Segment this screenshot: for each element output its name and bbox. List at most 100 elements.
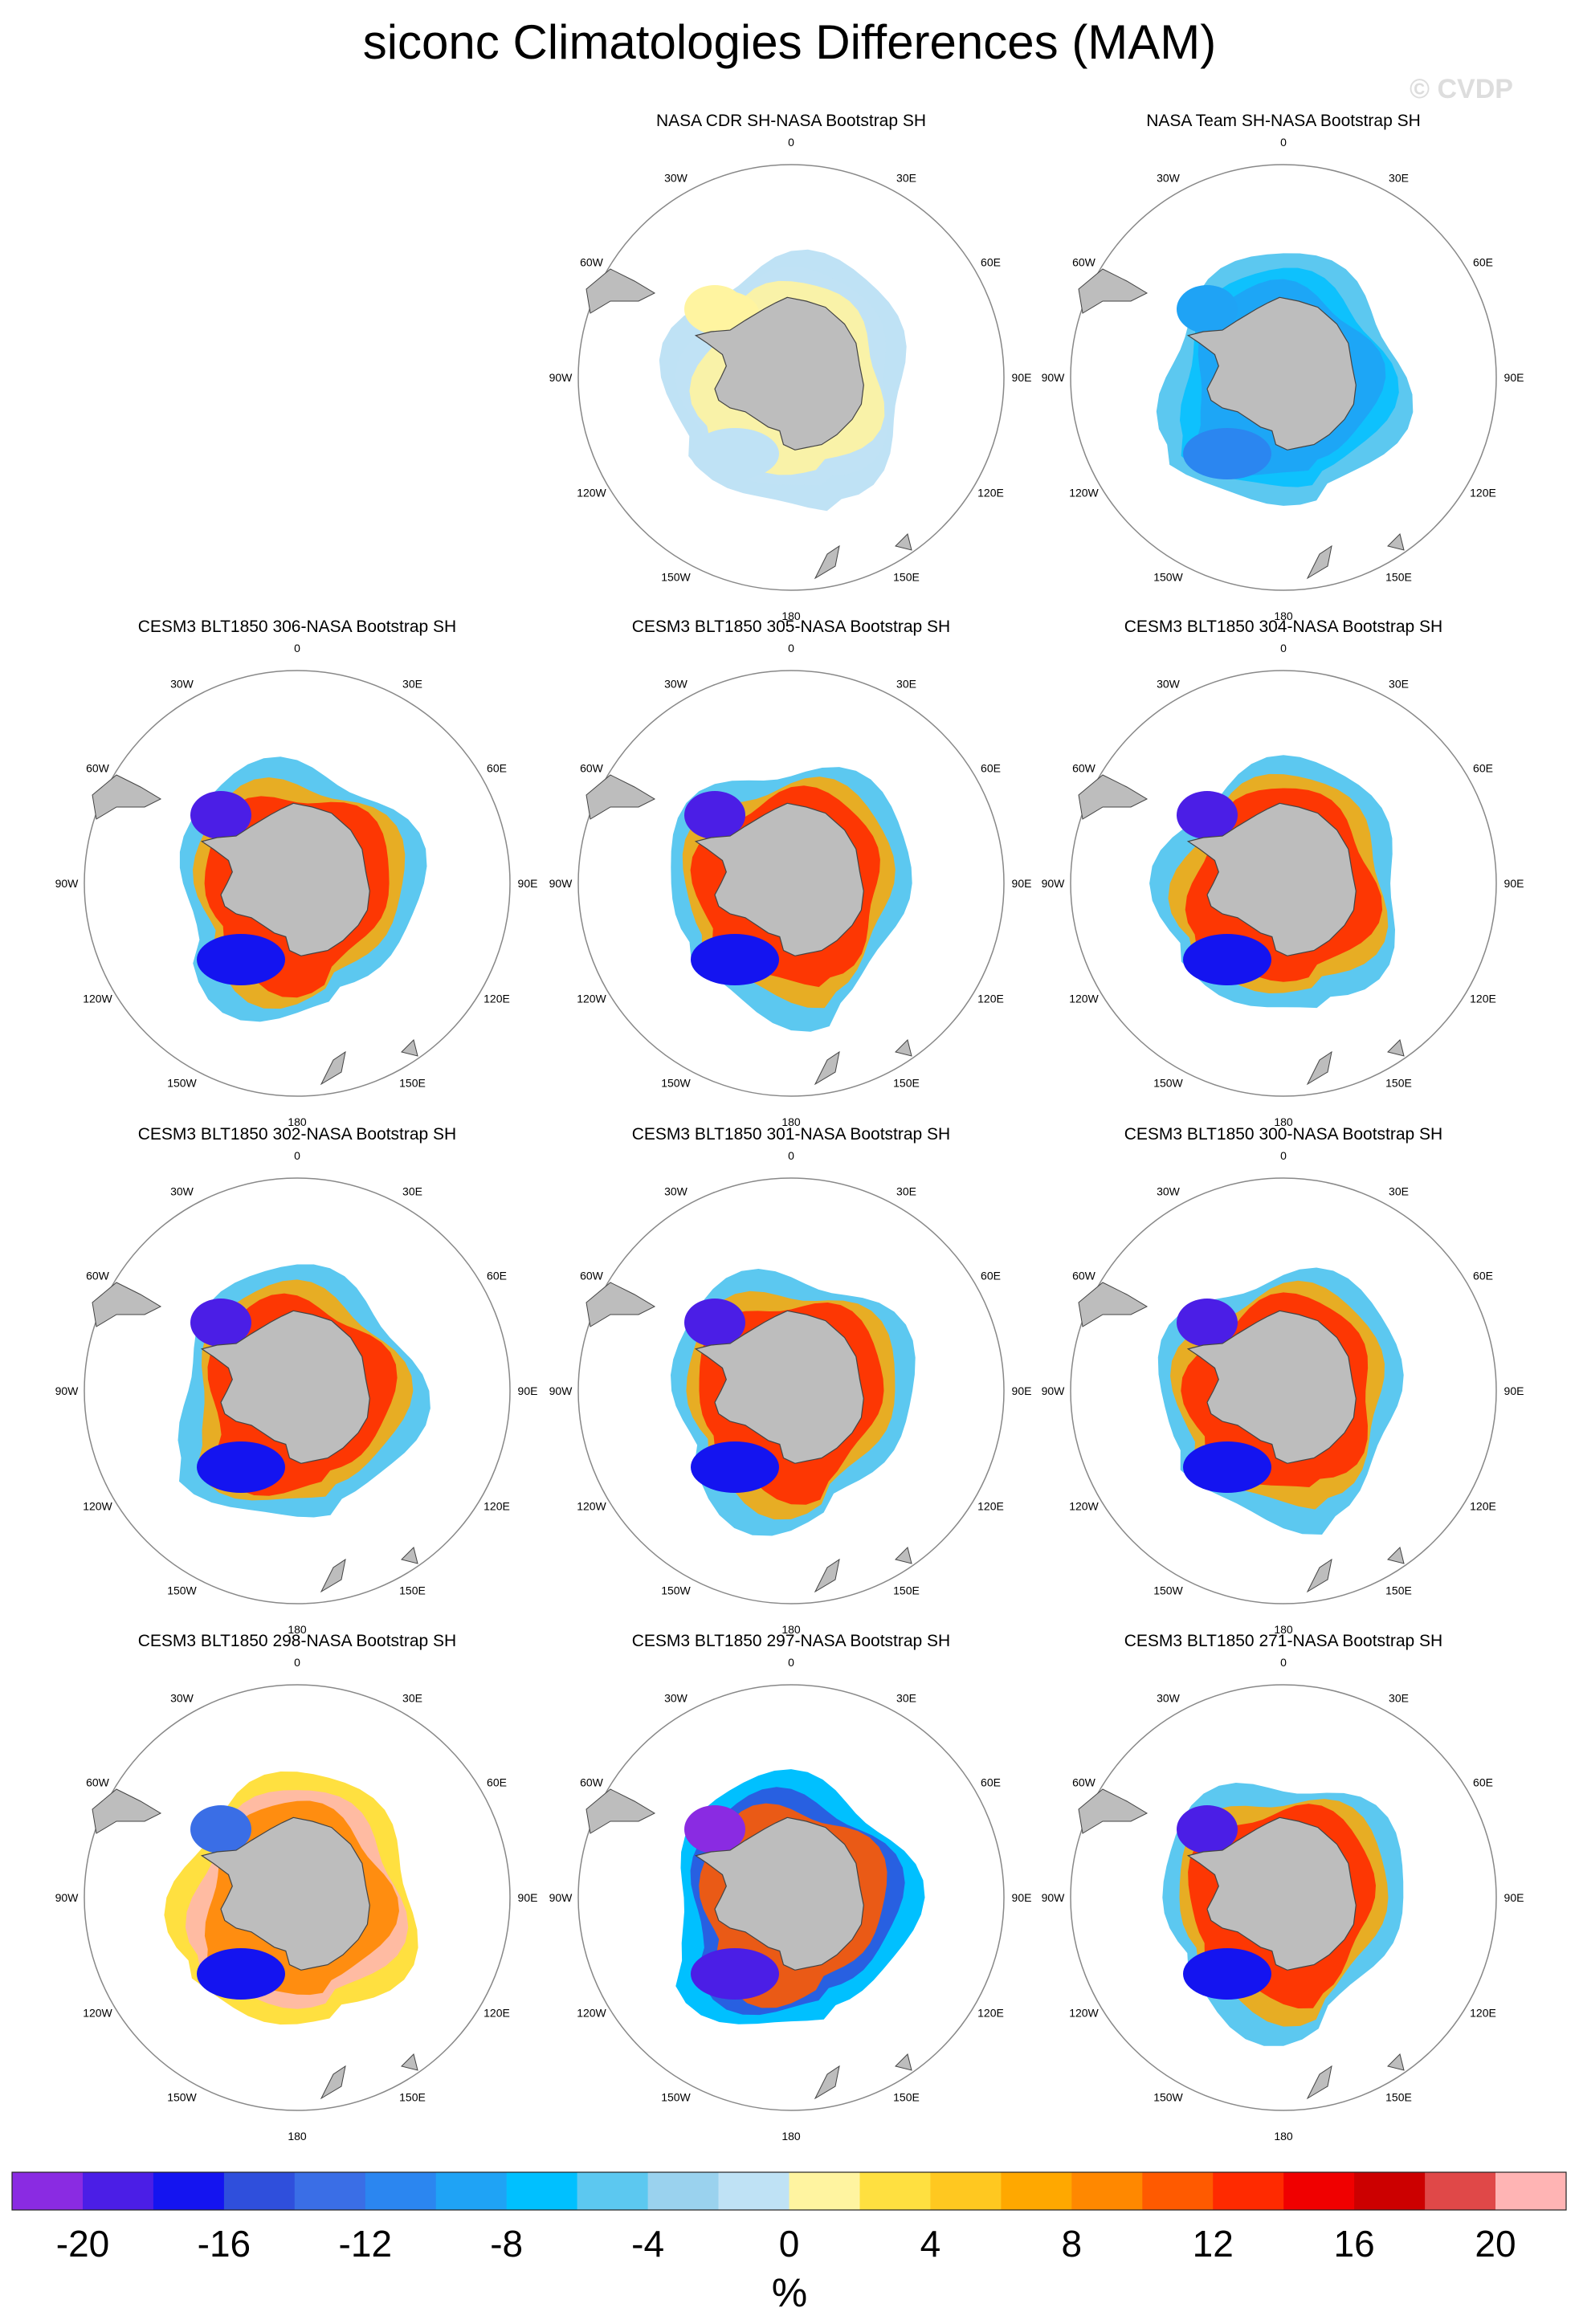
anomaly-blob — [691, 428, 779, 479]
longitude-label: 90W — [549, 1384, 573, 1397]
longitude-label: 120W — [1069, 487, 1099, 499]
longitude-label: 60W — [86, 762, 110, 775]
tasmania-land — [401, 1039, 418, 1057]
longitude-label: 120W — [577, 487, 606, 499]
longitude-label: 30W — [170, 1185, 194, 1198]
antarctica-land — [1186, 1310, 1357, 1464]
panel-title: CESM3 BLT1850 301-NASA Bootstrap SH — [632, 1125, 950, 1144]
anomaly-blob — [1183, 1441, 1271, 1493]
longitude-label: 0 — [1280, 1149, 1287, 1162]
map-panel: CESM3 BLT1850 301-NASA Bootstrap SH 0 30E 6… — [549, 1125, 1032, 1636]
longitude-label: 150E — [399, 1584, 426, 1597]
anomaly-blob — [1177, 791, 1238, 839]
longitude-label: 120W — [1069, 993, 1099, 1005]
longitude-label: 0 — [788, 642, 794, 654]
longitude-label: 150E — [399, 2091, 426, 2104]
longitude-label: 60E — [981, 256, 1001, 269]
map-panel: CESM3 BLT1850 306-NASA Bootstrap SH 0 30E 6… — [55, 618, 538, 1128]
anomaly-blob — [190, 1805, 251, 1853]
longitude-label: 60W — [1072, 256, 1096, 269]
longitude-label: 60E — [1473, 256, 1493, 269]
longitude-label: 90W — [1042, 1891, 1066, 1904]
map-panel: CESM3 BLT1850 297-NASA Bootstrap SH 0 30E 6… — [549, 1632, 1032, 2143]
longitude-label: 90W — [549, 1891, 573, 1904]
longitude-label: 0 — [294, 1149, 300, 1162]
antarctica-land — [694, 1310, 864, 1464]
longitude-label: 150W — [661, 2091, 691, 2104]
figure-title: siconc Climatologies Differences (MAM) — [362, 15, 1217, 69]
longitude-label: 120E — [483, 2007, 510, 2020]
longitude-label: 150E — [1385, 1584, 1412, 1597]
longitude-label: 120E — [977, 1500, 1004, 1513]
panel-title: CESM3 BLT1850 271-NASA Bootstrap SH — [1124, 1632, 1442, 1650]
longitude-label: 30E — [402, 1692, 422, 1705]
longitude-label: 150E — [1385, 571, 1412, 584]
anomaly-blob — [684, 1299, 745, 1347]
longitude-label: 60W — [580, 762, 604, 775]
anomaly-blob — [197, 1441, 285, 1493]
anomaly-blob — [684, 791, 745, 839]
longitude-label: 60E — [1473, 1270, 1493, 1282]
longitude-label: 90E — [1504, 371, 1524, 384]
anomaly-blob — [684, 1805, 745, 1853]
longitude-label: 30E — [896, 678, 916, 691]
map-panel: NASA CDR SH-NASA Bootstrap SH 0 30E 60E 90E 1… — [549, 112, 1032, 622]
longitude-label: 150E — [1385, 2091, 1412, 2104]
longitude-label: 60W — [86, 1270, 110, 1282]
south-america-land — [585, 268, 656, 314]
longitude-label: 60E — [981, 1776, 1001, 1789]
longitude-label: 150E — [893, 1584, 920, 1597]
map-panel: CESM3 BLT1850 300-NASA Bootstrap SH 0 30E 6… — [1042, 1125, 1524, 1636]
longitude-label: 120W — [577, 1500, 606, 1513]
longitude-label: 90E — [1504, 1891, 1524, 1904]
longitude-label: 60E — [487, 762, 507, 775]
anomaly-blob — [1177, 285, 1238, 333]
longitude-label: 0 — [1280, 136, 1287, 149]
new-zealand-land — [1306, 1558, 1332, 1593]
south-america-land — [1078, 774, 1149, 820]
longitude-label: 60E — [981, 1270, 1001, 1282]
longitude-label: 180 — [1274, 2130, 1293, 2143]
longitude-label: 0 — [294, 1656, 300, 1669]
panel-title: CESM3 BLT1850 300-NASA Bootstrap SH — [1124, 1125, 1442, 1144]
longitude-label: 60E — [1473, 1776, 1493, 1789]
longitude-label: 90W — [549, 371, 573, 384]
longitude-label: 30E — [896, 1692, 916, 1705]
longitude-label: 180 — [1274, 1623, 1293, 1636]
anomaly-blob — [691, 1441, 779, 1493]
longitude-label: 120E — [977, 2007, 1004, 2020]
longitude-label: 60W — [1072, 1776, 1096, 1789]
longitude-label: 150W — [661, 1077, 691, 1090]
longitude-label: 0 — [1280, 1656, 1287, 1669]
new-zealand-land — [814, 1558, 840, 1593]
anomaly-blob — [197, 1948, 285, 2000]
longitude-label: 30W — [664, 172, 688, 185]
south-america-land — [92, 1282, 162, 1327]
antarctica-land — [200, 1310, 370, 1464]
longitude-label: 60W — [1072, 1270, 1096, 1282]
longitude-label: 120W — [577, 993, 606, 1005]
longitude-label: 180 — [288, 1623, 307, 1636]
longitude-label: 150W — [661, 1584, 691, 1597]
longitude-label: 60E — [981, 762, 1001, 775]
longitude-label: 30W — [1157, 1692, 1181, 1705]
map-panel: CESM3 BLT1850 305-NASA Bootstrap SH 0 30E 6… — [549, 618, 1032, 1128]
south-america-land — [92, 774, 162, 820]
longitude-label: 150W — [1153, 571, 1183, 584]
anomaly-blob — [1183, 428, 1271, 479]
longitude-label: 120W — [1069, 2007, 1099, 2020]
antarctica-land — [1186, 296, 1357, 451]
panel-title: CESM3 BLT1850 306-NASA Bootstrap SH — [138, 618, 456, 636]
longitude-label: 90E — [1012, 1891, 1032, 1904]
longitude-label: 30W — [1157, 678, 1181, 691]
longitude-label: 0 — [788, 1656, 794, 1669]
longitude-label: 30E — [402, 1185, 422, 1198]
longitude-label: 180 — [781, 1115, 801, 1128]
panel-title: CESM3 BLT1850 304-NASA Bootstrap SH — [1124, 618, 1442, 636]
anomaly-blob — [691, 934, 779, 985]
longitude-label: 150W — [1153, 1077, 1183, 1090]
south-america-land — [1078, 1788, 1149, 1834]
longitude-label: 60W — [580, 1270, 604, 1282]
tasmania-land — [1387, 533, 1405, 551]
longitude-label: 120E — [1470, 487, 1496, 499]
